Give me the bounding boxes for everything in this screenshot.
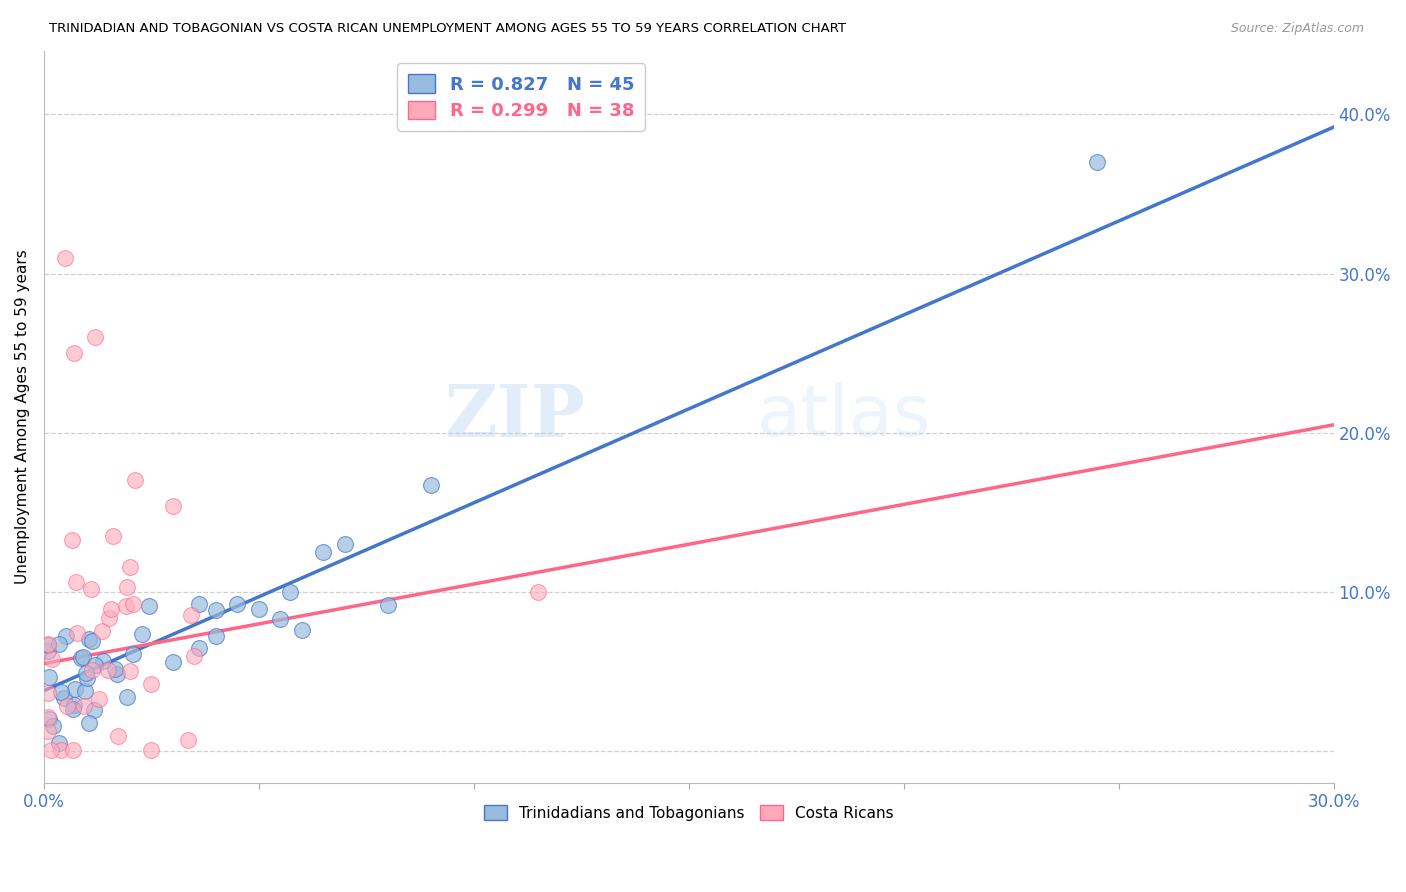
Point xyxy=(312,545,335,559)
Point xyxy=(70,650,93,665)
Point xyxy=(48,637,70,651)
Point xyxy=(38,712,60,726)
Point xyxy=(76,671,98,685)
Point xyxy=(187,640,209,655)
Point xyxy=(37,637,59,651)
Point xyxy=(183,649,205,664)
Point xyxy=(527,585,550,599)
Point xyxy=(84,657,107,672)
Point xyxy=(419,478,441,492)
Point xyxy=(48,736,70,750)
Point xyxy=(77,716,100,731)
Text: ZIP: ZIP xyxy=(444,382,585,452)
Point xyxy=(205,603,228,617)
Point xyxy=(37,709,59,723)
Point xyxy=(62,742,84,756)
Point xyxy=(104,662,127,676)
Point xyxy=(141,677,163,691)
Point xyxy=(37,638,59,652)
Point xyxy=(115,580,138,594)
Point xyxy=(115,599,138,614)
Point xyxy=(138,599,160,614)
Legend: Trinidadians and Tobagonians, Costa Ricans: Trinidadians and Tobagonians, Costa Rica… xyxy=(478,798,900,827)
Point xyxy=(72,650,94,665)
Point xyxy=(73,684,96,698)
Point xyxy=(37,723,59,738)
Point xyxy=(42,719,65,733)
Y-axis label: Unemployment Among Ages 55 to 59 years: Unemployment Among Ages 55 to 59 years xyxy=(15,250,30,584)
Point xyxy=(73,698,96,713)
Point xyxy=(162,499,184,513)
Point xyxy=(333,537,356,551)
Point xyxy=(77,632,100,646)
Point xyxy=(37,644,59,658)
Point xyxy=(90,624,112,638)
Point xyxy=(65,574,87,589)
Point xyxy=(83,703,105,717)
Point xyxy=(141,742,163,756)
Point xyxy=(205,629,228,643)
Point xyxy=(377,598,399,612)
Point xyxy=(162,655,184,669)
Point xyxy=(63,698,86,712)
Point xyxy=(66,626,89,640)
Point xyxy=(121,598,143,612)
Point xyxy=(84,330,107,344)
Point xyxy=(49,742,72,756)
Point xyxy=(49,684,72,698)
Point xyxy=(247,602,270,616)
Point xyxy=(107,729,129,743)
Point xyxy=(124,473,146,487)
Point xyxy=(115,690,138,705)
Text: TRINIDADIAN AND TOBAGONIAN VS COSTA RICAN UNEMPLOYMENT AMONG AGES 55 TO 59 YEARS: TRINIDADIAN AND TOBAGONIAN VS COSTA RICA… xyxy=(49,22,846,36)
Point xyxy=(38,670,60,684)
Text: Source: ZipAtlas.com: Source: ZipAtlas.com xyxy=(1230,22,1364,36)
Point xyxy=(63,346,86,360)
Point xyxy=(291,623,314,637)
Point xyxy=(278,585,301,599)
Point xyxy=(118,559,141,574)
Point xyxy=(177,733,200,747)
Point xyxy=(187,597,209,611)
Point xyxy=(80,633,103,648)
Point xyxy=(180,608,202,623)
Point xyxy=(100,602,122,616)
Point xyxy=(75,666,97,681)
Point xyxy=(101,529,124,543)
Point xyxy=(60,533,83,547)
Point xyxy=(55,629,77,643)
Point xyxy=(55,698,77,713)
Point xyxy=(37,686,59,700)
Point xyxy=(1085,155,1108,169)
Point xyxy=(63,682,86,697)
Point xyxy=(39,742,62,756)
Point xyxy=(269,612,291,626)
Point xyxy=(80,582,103,596)
Point xyxy=(120,664,142,678)
Point xyxy=(105,667,128,681)
Point xyxy=(131,626,153,640)
Point xyxy=(97,663,120,677)
Point xyxy=(53,691,76,706)
Point xyxy=(82,664,104,678)
Point xyxy=(98,611,121,625)
Text: atlas: atlas xyxy=(756,383,931,451)
Point xyxy=(226,598,249,612)
Point xyxy=(91,654,114,668)
Point xyxy=(62,702,84,716)
Point xyxy=(122,647,145,661)
Point xyxy=(55,251,77,265)
Point xyxy=(89,691,111,706)
Point xyxy=(41,652,63,666)
